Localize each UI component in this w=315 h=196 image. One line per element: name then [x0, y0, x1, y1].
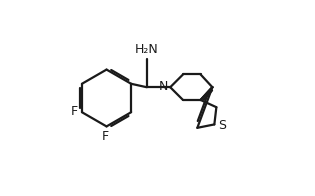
Text: F: F: [71, 105, 77, 118]
Text: S: S: [218, 119, 226, 132]
Text: H₂N: H₂N: [135, 43, 158, 56]
Text: N: N: [158, 80, 168, 93]
Text: F: F: [102, 130, 109, 143]
